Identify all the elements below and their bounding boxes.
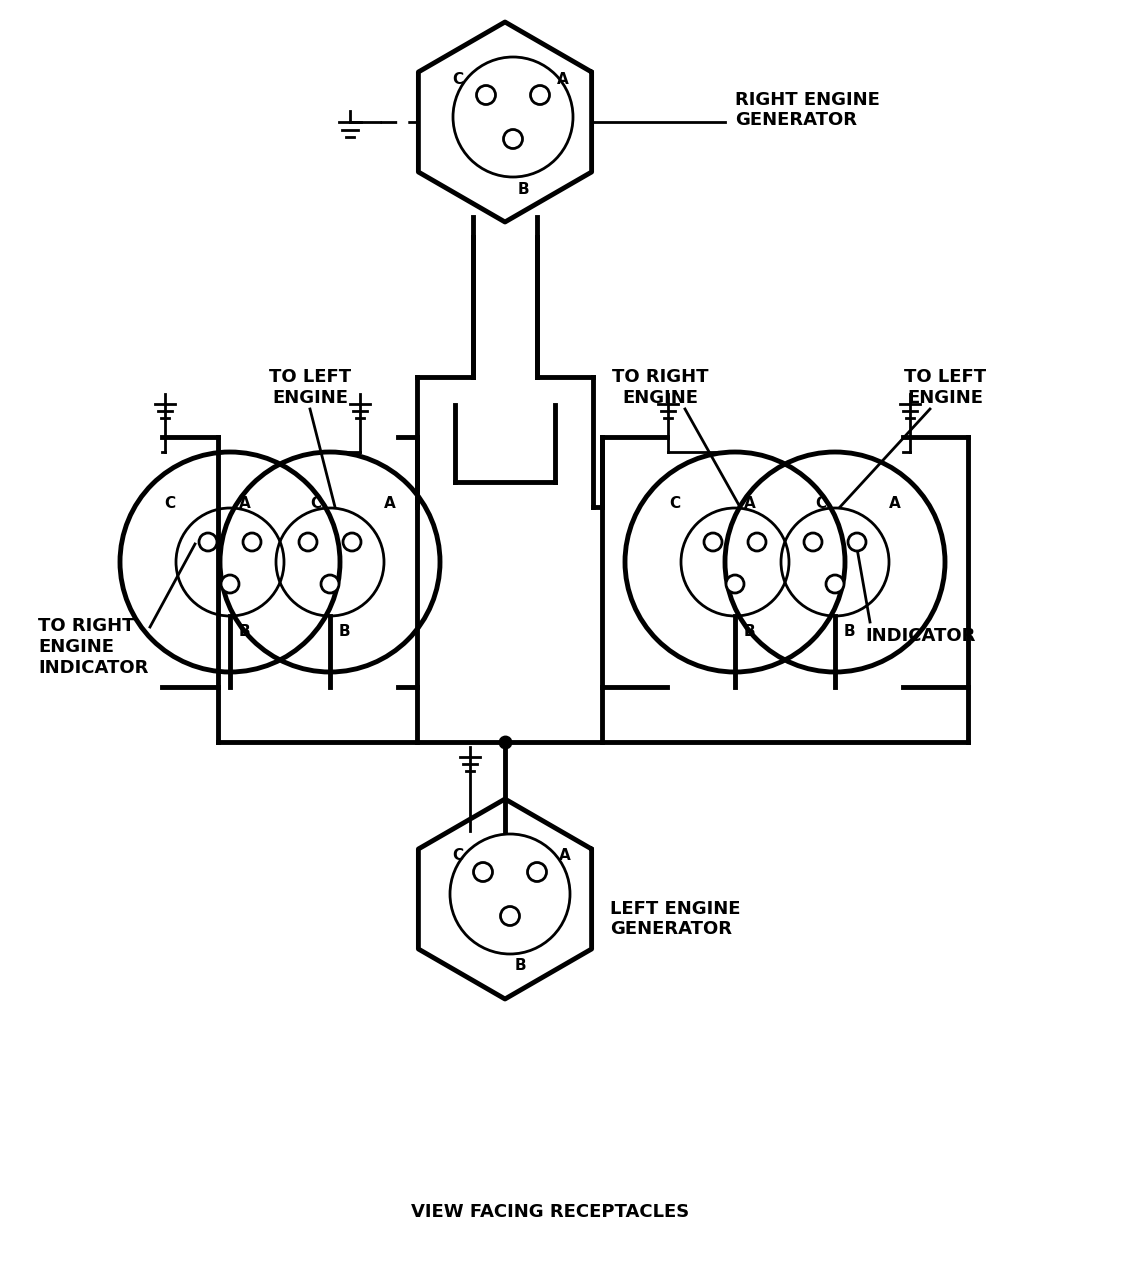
Text: TO RIGHT
ENGINE: TO RIGHT ENGINE	[612, 369, 708, 407]
Circle shape	[747, 533, 766, 551]
Circle shape	[527, 863, 546, 882]
Text: C: C	[452, 71, 463, 86]
Text: A: A	[559, 849, 571, 864]
Text: TO LEFT
ENGINE: TO LEFT ENGINE	[269, 369, 351, 407]
Circle shape	[826, 575, 844, 593]
Circle shape	[243, 533, 261, 551]
Text: TO LEFT
ENGINE: TO LEFT ENGINE	[904, 369, 986, 407]
Circle shape	[476, 85, 495, 104]
Text: C: C	[310, 497, 321, 512]
Text: B: B	[743, 625, 754, 640]
Text: A: A	[557, 71, 569, 86]
Circle shape	[343, 533, 361, 551]
Text: A: A	[384, 497, 395, 512]
Text: C: C	[165, 497, 176, 512]
Text: TO RIGHT
ENGINE
INDICATOR: TO RIGHT ENGINE INDICATOR	[37, 617, 149, 677]
Text: A: A	[239, 497, 251, 512]
Text: B: B	[339, 625, 350, 640]
Text: B: B	[515, 959, 526, 973]
Circle shape	[847, 533, 866, 551]
Circle shape	[299, 533, 317, 551]
Circle shape	[531, 85, 550, 104]
Text: A: A	[889, 497, 901, 512]
Text: VIEW FACING RECEPTACLES: VIEW FACING RECEPTACLES	[411, 1202, 690, 1221]
Text: C: C	[452, 849, 463, 864]
Text: RIGHT ENGINE
GENERATOR: RIGHT ENGINE GENERATOR	[735, 91, 880, 129]
Text: C: C	[669, 497, 680, 512]
Circle shape	[222, 575, 239, 593]
Circle shape	[474, 863, 493, 882]
Circle shape	[501, 906, 519, 925]
Text: LEFT ENGINE
GENERATOR: LEFT ENGINE GENERATOR	[610, 900, 741, 939]
Text: C: C	[816, 497, 827, 512]
Circle shape	[199, 533, 217, 551]
Text: B: B	[843, 625, 854, 640]
Text: A: A	[744, 497, 755, 512]
Circle shape	[804, 533, 822, 551]
Circle shape	[726, 575, 744, 593]
Circle shape	[503, 129, 523, 148]
Text: B: B	[239, 625, 250, 640]
Circle shape	[321, 575, 339, 593]
Text: INDICATOR: INDICATOR	[864, 627, 976, 645]
Circle shape	[704, 533, 722, 551]
Text: B: B	[517, 181, 529, 196]
